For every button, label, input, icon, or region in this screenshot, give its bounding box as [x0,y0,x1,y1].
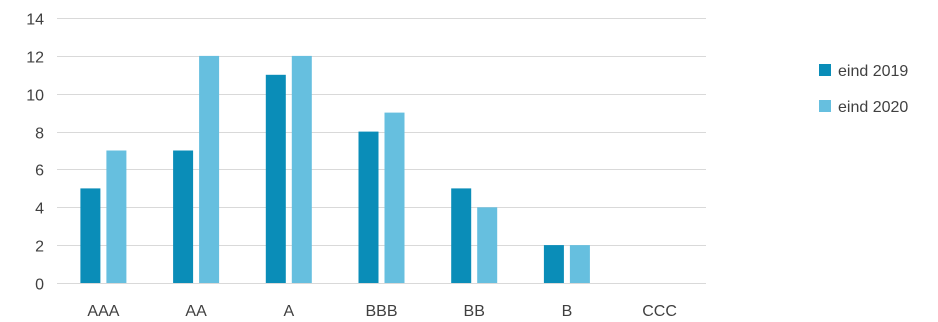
y-tick-label: 14 [26,12,44,29]
x-tick-label: AA [185,303,207,320]
x-tick-label: BB [464,303,485,320]
y-tick-label: 2 [35,239,44,256]
y-axis-ticks: 0 2 4 6 8 10 12 14 [26,12,44,294]
bar [543,245,564,283]
y-tick-label: 0 [35,277,44,294]
bar [358,131,379,283]
y-tick-label: 4 [35,201,44,218]
gridlines [57,18,706,284]
x-axis-ticks: AAA AA A BBB BB B CCC [87,303,677,320]
y-tick-label: 12 [26,50,44,67]
bars [80,55,590,284]
legend-label: eind 2019 [838,63,908,80]
x-tick-label: B [562,303,573,320]
y-tick-label: 10 [26,88,44,105]
bar [451,188,472,283]
legend-swatch [819,100,831,112]
y-tick-label: 8 [35,126,44,143]
bar [477,207,498,283]
x-tick-label: BBB [365,303,397,320]
bar [106,150,127,283]
x-tick-label: AAA [87,303,119,320]
bar [199,55,220,284]
bar [384,112,405,283]
bar [569,245,590,283]
bar [265,74,286,283]
y-tick-label: 6 [35,163,44,180]
bar [291,55,312,284]
legend-label: eind 2020 [838,99,908,116]
bar [80,188,101,283]
x-tick-label: CCC [642,303,677,320]
legend-swatch [819,64,831,76]
bar [173,150,194,283]
legend: eind 2019 eind 2020 [819,63,908,116]
x-tick-label: A [283,303,294,320]
